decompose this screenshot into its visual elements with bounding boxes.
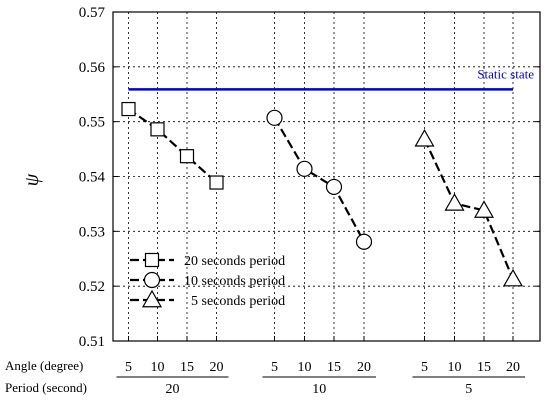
legend: 20 seconds period 10 seconds period 5 sec… (130, 252, 285, 309)
x-tick-label: 20 (357, 360, 371, 375)
legend-label: 10 seconds period (184, 274, 285, 289)
x-tick-label: 15 (180, 360, 194, 375)
circle-marker (296, 160, 313, 177)
y-tick-label: 0.55 (79, 115, 105, 131)
legend-label: 5 seconds period (184, 294, 285, 309)
x-row2-label: Period (second) (5, 380, 87, 395)
x-tick-label: 10 (448, 360, 462, 375)
circle-marker (355, 233, 373, 250)
series-line (423, 138, 515, 280)
triangle-marker (414, 129, 435, 147)
plot-frame (112, 11, 541, 342)
y-axis-ticks: 0.51 0.52 0.53 0.54 0.55 0.56 0.57 (79, 5, 540, 350)
x-tick-label: 10 (298, 360, 312, 375)
square-marker (179, 149, 195, 164)
x-tick-label: 5 (125, 360, 132, 375)
triangle-marker (141, 289, 163, 308)
series-circle (266, 109, 373, 250)
square-marker (144, 252, 160, 268)
triangle-marker (473, 200, 495, 218)
legend-label: 20 seconds period (184, 254, 285, 269)
x-tick-label: 15 (327, 360, 341, 375)
square-marker (209, 175, 224, 190)
x-tick-label: 5 (271, 360, 278, 375)
circle-marker (266, 109, 283, 126)
triangle-marker (502, 268, 524, 287)
circle-marker (143, 271, 161, 289)
x-tick-label: 10 (151, 360, 165, 375)
square-marker (150, 122, 165, 137)
y-tick-label: 0.54 (79, 170, 106, 186)
series-line (273, 117, 365, 243)
y-axis-label: ψ (21, 173, 43, 186)
x-tick-label: 20 (506, 360, 520, 375)
y-tick-label: 0.53 (79, 224, 105, 240)
period-label: 10 (312, 382, 326, 397)
series-layer (121, 101, 524, 287)
circle-marker (325, 178, 343, 196)
period-label: 20 (166, 382, 180, 397)
x-tick-label: 5 (421, 360, 428, 375)
series-square (121, 101, 224, 190)
y-tick-label: 0.57 (79, 5, 106, 21)
x-tick-label: 20 (210, 360, 224, 375)
x-tick-label: 15 (477, 360, 491, 375)
series-line (127, 108, 218, 184)
square-marker (121, 101, 136, 117)
triangle-marker (444, 193, 465, 211)
y-tick-label: 0.52 (79, 279, 105, 295)
period-label: 5 (465, 382, 472, 397)
y-tick-label: 0.51 (79, 334, 105, 350)
static-state-layer: Static state (128, 66, 534, 91)
series-triangle (414, 129, 524, 287)
grid (113, 12, 540, 341)
static-state-label: Static state (477, 66, 534, 81)
x-row1-label: Angle (degree) (5, 358, 83, 373)
y-tick-label: 0.56 (79, 60, 106, 76)
